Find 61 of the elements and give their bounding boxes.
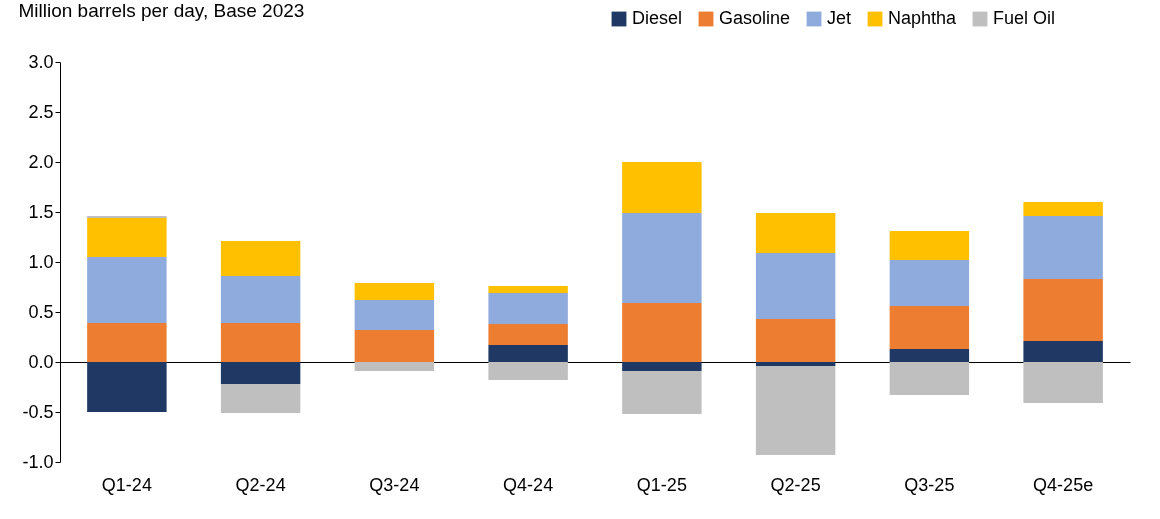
bar [488,362,568,380]
x-tick-label: Q2-25 [770,474,821,495]
bar [87,257,167,323]
bar [87,218,167,257]
bar [1023,362,1103,403]
y-tick-label: 0.0 [28,351,54,372]
bar [488,345,568,362]
legend-label: Fuel Oil [993,8,1056,28]
bar [354,283,435,300]
legend-label: Diesel [632,8,683,28]
x-tick-label: Q1-24 [101,474,152,495]
y-tick-label: 2.0 [28,151,54,172]
bar [622,362,702,371]
bar [755,213,836,253]
x-tick-label: Q3-24 [369,474,420,495]
bar [354,362,435,371]
bar [622,371,702,414]
bar [220,362,301,384]
bar [220,276,301,323]
bar [889,260,970,306]
bar [755,366,836,455]
x-tick-label: Q4-24 [503,474,554,495]
bar [220,384,301,413]
bar [488,293,568,324]
bar [488,324,568,345]
bar [354,330,435,362]
legend-label: Jet [827,8,852,28]
bar [622,213,702,303]
bar [889,349,970,362]
bar [622,303,702,362]
bar [1023,341,1103,362]
legend-label: Gasoline [719,8,791,28]
y-tick-label: -0.5 [22,401,54,422]
bar [1023,216,1103,279]
bar [220,323,301,362]
y-axis-title: Million barrels per day, Base 2023 [18,0,305,21]
bar [889,362,970,395]
bar [755,253,836,319]
y-tick-label: -1.0 [22,451,54,472]
bar [1023,202,1103,216]
y-tick-label: 3.0 [28,51,54,72]
y-tick-label: 0.5 [28,301,54,322]
bar [1023,279,1103,341]
y-tick-label: 1.0 [28,251,54,272]
x-tick-label: Q2-24 [235,474,286,495]
y-tick-label: 2.5 [28,101,54,122]
bar [755,319,836,362]
bar [354,300,435,330]
bar [889,231,970,260]
bar [87,323,167,362]
bar [889,306,970,349]
y-tick-label: 1.5 [28,201,54,222]
bar [87,362,167,412]
bar [622,162,702,213]
legend-label: Naphtha [888,8,958,28]
bar [755,362,836,366]
bar [220,241,301,276]
x-tick-label: Q3-25 [904,474,955,495]
x-tick-label: Q1-25 [636,474,687,495]
x-tick-label: Q4-25e [1033,474,1094,495]
bar [488,286,568,293]
